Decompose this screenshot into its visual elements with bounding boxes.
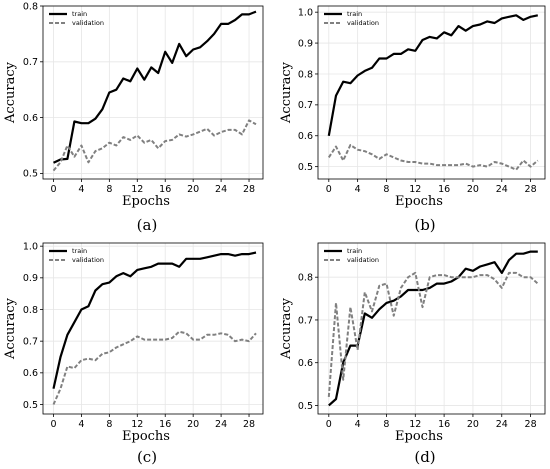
series-line-train xyxy=(52,251,257,389)
legend-label-validation: validation xyxy=(347,256,379,264)
series-line-train xyxy=(53,10,257,164)
y-tick-label: 0.6 xyxy=(23,368,38,379)
panel-label: (c) xyxy=(137,448,157,466)
x-tick-label: 28 xyxy=(525,419,537,430)
x-tick-label: 4 xyxy=(355,419,361,430)
y-tick-label: 0.6 xyxy=(23,113,38,124)
x-tick-label: 4 xyxy=(355,184,361,195)
y-tick-label: 0.7 xyxy=(23,336,38,347)
y-tick-label: 1.0 xyxy=(23,241,38,252)
panel-label: (a) xyxy=(137,216,158,234)
legend-label-train: train xyxy=(347,10,362,18)
x-axis-label: Epochs xyxy=(395,429,443,444)
legend-label-validation: validation xyxy=(72,256,104,264)
x-tick-label: 20 xyxy=(467,419,479,430)
y-tick-label: 0.5 xyxy=(23,169,38,180)
y-tick-label: 0.5 xyxy=(23,400,38,411)
y-tick-label: 1.0 xyxy=(298,7,313,18)
x-tick-label: 8 xyxy=(106,419,112,430)
legend-label-validation: validation xyxy=(72,19,104,27)
x-tick-label: 16 xyxy=(159,184,171,195)
x-tick-label: 20 xyxy=(467,184,479,195)
x-tick-label: 20 xyxy=(187,419,199,430)
x-tick-label: 24 xyxy=(215,419,227,430)
y-tick-label: 0.5 xyxy=(298,162,313,173)
plot-frame xyxy=(42,242,264,415)
plot-frame xyxy=(42,5,264,180)
y-tick-label: 0.7 xyxy=(298,100,313,111)
y-tick-label: 0.8 xyxy=(23,305,38,316)
x-tick-label: 28 xyxy=(525,184,537,195)
x-tick-label: 12 xyxy=(131,419,143,430)
chart-panel-4: 0.5 0.6 0.7 0.8 0 4 8 12 16 20 24 28 Epochs Accuracy t… xyxy=(279,242,546,466)
x-tick-label: 16 xyxy=(438,184,450,195)
y-tick-label: 0.7 xyxy=(298,315,313,326)
y-axis-label: Accuracy xyxy=(279,297,294,360)
chart-panel-3: 0.5 0.6 0.7 0.8 0.9 1.0 0 4 8 12 16 20 24 28 Epochs Acc… xyxy=(3,241,264,466)
panel-label: (d) xyxy=(414,448,435,466)
x-tick-label: 28 xyxy=(243,184,255,195)
x-tick-label: 20 xyxy=(187,184,199,195)
y-tick-label: 0.9 xyxy=(23,273,38,284)
x-tick-label: 8 xyxy=(383,419,389,430)
legend-label-validation: validation xyxy=(347,19,379,27)
x-tick-label: 0 xyxy=(50,184,56,195)
x-tick-label: 12 xyxy=(409,184,421,195)
y-tick-label: 0.7 xyxy=(23,57,38,68)
plot-frame xyxy=(317,5,546,180)
x-tick-label: 16 xyxy=(159,419,171,430)
x-tick-label: 8 xyxy=(106,184,112,195)
legend-label-train: train xyxy=(347,247,362,255)
x-tick-label: 12 xyxy=(409,419,421,430)
y-tick-label: 0.6 xyxy=(298,358,313,369)
y-axis-label: Accuracy xyxy=(3,61,18,124)
series-line-validation xyxy=(52,119,257,172)
x-tick-label: 4 xyxy=(78,419,84,430)
x-tick-label: 24 xyxy=(496,419,508,430)
y-tick-label: 0.6 xyxy=(298,131,313,142)
x-axis-label: Epochs xyxy=(122,429,170,444)
x-tick-label: 28 xyxy=(243,419,255,430)
x-axis-label: Epochs xyxy=(395,194,443,209)
chart-panel-2: 0.5 0.6 0.7 0.8 0.9 1.0 0 4 8 12 16 20 24 28 Epochs Acc… xyxy=(279,5,546,234)
x-tick-label: 0 xyxy=(50,419,56,430)
plot-frame xyxy=(317,242,546,415)
series-line-train xyxy=(328,250,538,407)
y-axis-label: Accuracy xyxy=(279,61,294,124)
legend-label-train: train xyxy=(72,10,87,18)
chart-panel-1: 0.5 0.6 0.7 0.8 0 4 8 12 16 20 24 28 Epochs Accuracy t… xyxy=(3,1,264,234)
x-axis-label: Epochs xyxy=(122,194,170,209)
panel-label: (b) xyxy=(414,216,435,234)
x-tick-label: 8 xyxy=(383,184,389,195)
y-tick-label: 0.8 xyxy=(298,273,313,284)
series-line-validation xyxy=(327,271,539,397)
y-tick-label: 0.8 xyxy=(298,69,313,80)
x-tick-label: 24 xyxy=(496,184,508,195)
y-tick-label: 0.9 xyxy=(298,38,313,49)
series-line-validation xyxy=(52,330,257,405)
x-tick-label: 24 xyxy=(215,184,227,195)
y-tick-label: 0.5 xyxy=(298,401,313,412)
series-line-train xyxy=(327,14,539,136)
series-line-validation xyxy=(327,144,539,171)
x-tick-label: 4 xyxy=(78,184,84,195)
y-tick-label: 0.8 xyxy=(23,1,38,12)
legend-label-train: train xyxy=(72,247,87,255)
x-tick-label: 0 xyxy=(326,184,332,195)
x-tick-label: 12 xyxy=(131,184,143,195)
x-tick-label: 0 xyxy=(326,419,332,430)
x-tick-label: 16 xyxy=(438,419,450,430)
y-axis-label: Accuracy xyxy=(3,297,18,360)
